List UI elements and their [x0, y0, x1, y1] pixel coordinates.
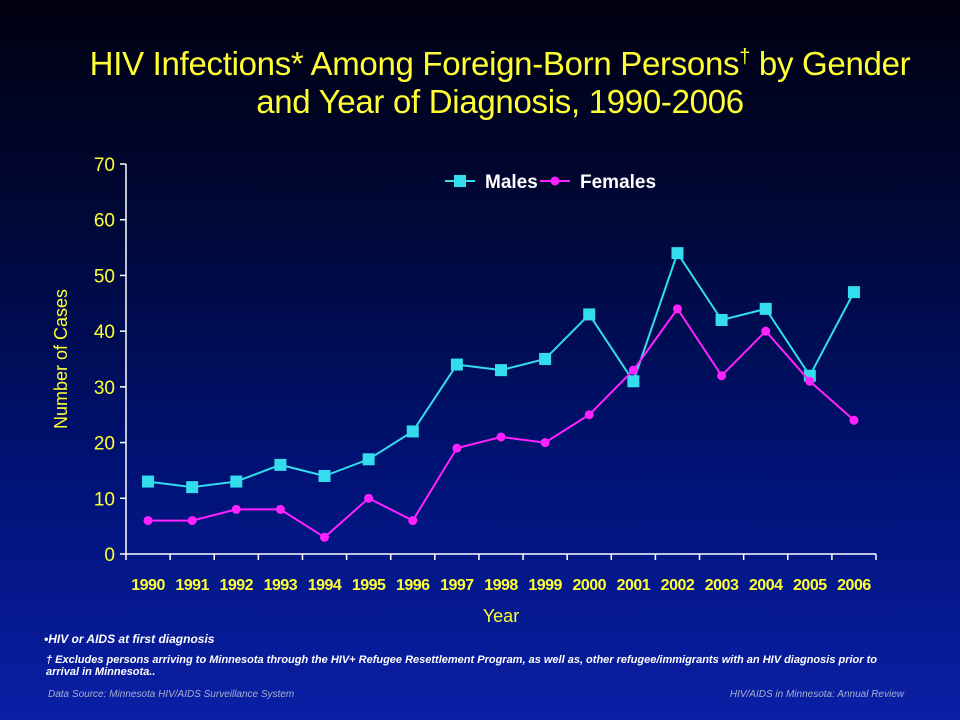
- footnotes: •HIV or AIDS at first diagnosis † Exclud…: [44, 632, 904, 678]
- x-tick-label: 2001: [617, 577, 651, 594]
- y-tick-label: 50: [94, 266, 115, 287]
- x-tick-label: 1995: [352, 577, 386, 594]
- legend-marker-males: [454, 175, 466, 187]
- data-point-males: [627, 375, 640, 388]
- x-tick-label: 1991: [175, 577, 209, 594]
- data-point-females: [187, 516, 197, 526]
- data-point-males: [583, 308, 596, 321]
- title-line1: HIV Infections* Among Foreign-Born Perso…: [89, 45, 740, 82]
- y-tick-label: 40: [94, 322, 115, 343]
- data-point-males: [406, 425, 419, 438]
- x-tick-label: 1999: [528, 577, 562, 594]
- data-point-males: [539, 353, 552, 365]
- data-point-females: [408, 516, 418, 526]
- data-point-males: [274, 458, 287, 471]
- x-tick-label: 1994: [308, 577, 342, 594]
- data-point-males: [759, 302, 772, 315]
- data-point-females: [231, 504, 241, 514]
- legend-marker-females: [550, 176, 560, 186]
- x-tick-label: 1997: [440, 577, 474, 594]
- y-tick-label: 60: [94, 211, 115, 232]
- x-tick-label: 1992: [219, 577, 253, 594]
- data-point-males: [186, 481, 199, 494]
- data-point-females: [672, 304, 682, 314]
- x-axis-label: Year: [483, 606, 519, 626]
- data-point-females: [320, 532, 330, 542]
- y-tick-label: 10: [94, 489, 115, 510]
- data-point-females: [452, 443, 462, 453]
- data-point-females: [143, 516, 153, 526]
- y-axis-label: Number of Cases: [51, 289, 71, 429]
- title-line2: and Year of Diagnosis, 1990-2006: [256, 83, 744, 120]
- data-point-females: [628, 365, 638, 375]
- data-point-males: [715, 314, 728, 326]
- y-tick-label: 0: [104, 545, 115, 566]
- y-tick-label: 30: [94, 378, 115, 399]
- x-tick-label: 2000: [572, 577, 606, 594]
- data-point-males: [671, 247, 684, 260]
- x-tick-label: 2006: [837, 577, 871, 594]
- footnote-dagger: † Excludes persons arriving to Minnesota…: [46, 654, 877, 678]
- title-line1-end: by Gender: [750, 45, 911, 82]
- x-tick-label: 2004: [749, 577, 783, 594]
- data-point-males: [362, 453, 375, 466]
- data-point-females: [364, 493, 374, 503]
- data-point-females: [717, 371, 727, 381]
- y-tick-label: 70: [94, 155, 115, 176]
- data-source-name: Minnesota HIV/AIDS Surveillance System: [109, 689, 295, 700]
- data-point-females: [849, 415, 859, 425]
- footnote-asterisk: •HIV or AIDS at first diagnosis: [44, 632, 215, 646]
- x-tick-label: 1990: [131, 577, 165, 594]
- title-dagger: †: [739, 46, 751, 68]
- legend-label-males: Males: [485, 172, 538, 193]
- data-point-females: [496, 432, 506, 442]
- x-tick-label: 2002: [661, 577, 695, 594]
- data-point-males: [230, 475, 243, 488]
- data-point-females: [761, 326, 771, 336]
- data-point-females: [805, 376, 815, 386]
- data-point-males: [142, 475, 155, 488]
- series-line-females: [148, 307, 855, 539]
- x-tick-label: 1998: [484, 577, 518, 594]
- data-point-females: [584, 410, 594, 420]
- legend-label-females: Females: [580, 172, 656, 193]
- x-tick-label: 1996: [396, 577, 430, 594]
- data-point-females: [275, 504, 285, 514]
- x-tick-label: 1993: [264, 577, 298, 594]
- data-point-males: [495, 364, 507, 377]
- data-point-males: [847, 286, 860, 299]
- y-tick-label: 20: [94, 434, 115, 455]
- x-tick-label: 2003: [705, 577, 739, 594]
- data-source: Data Source: Minnesota HIV/AIDS Surveill…: [48, 689, 294, 700]
- chart-title: HIV Infections* Among Foreign-Born Perso…: [60, 38, 940, 121]
- data-point-males: [318, 470, 331, 482]
- data-source-prefix: Data Source:: [48, 689, 110, 700]
- x-tick-label: 2005: [793, 577, 827, 594]
- data-point-males: [450, 358, 463, 371]
- report-name: HIV/AIDS in Minnesota: Annual Review: [729, 689, 904, 700]
- data-point-females: [540, 438, 550, 448]
